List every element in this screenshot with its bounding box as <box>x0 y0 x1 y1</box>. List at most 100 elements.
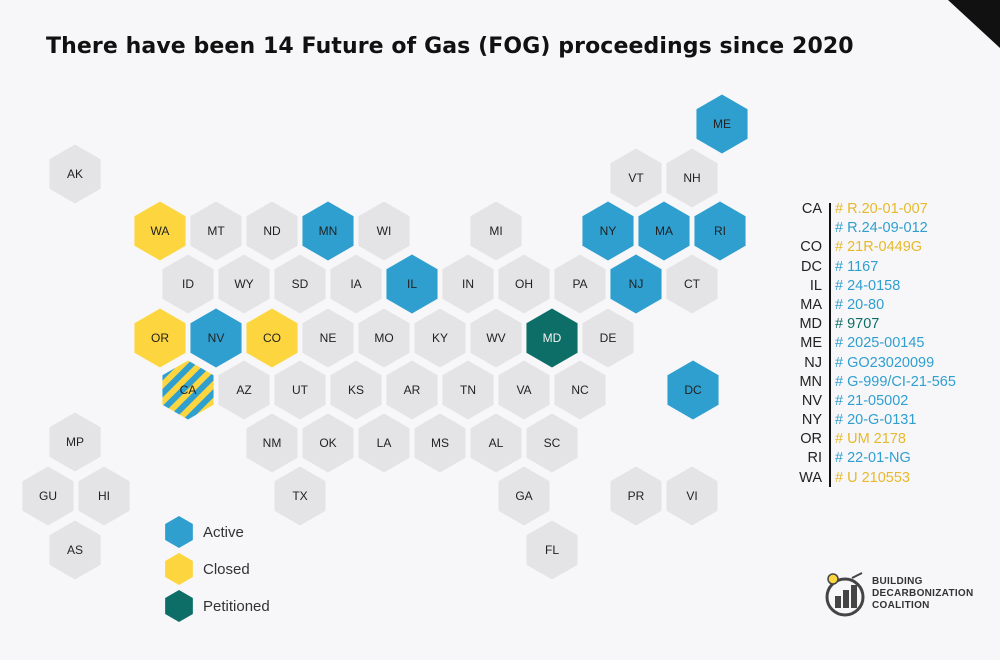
state-hex-pa: PA <box>554 254 606 314</box>
state-hex-shape <box>218 360 270 420</box>
state-hex-shape <box>470 413 522 473</box>
state-hex-shape <box>302 413 354 473</box>
state-hex-label: IL <box>407 277 417 291</box>
state-hex-label: NC <box>571 383 589 397</box>
state-hex-ks: KS <box>330 360 382 420</box>
proceedings-list: CA # R.20-01-007 # R.24-09-012 CO # 21R-0449… <box>770 200 1000 488</box>
state-hex-as: AS <box>49 520 101 580</box>
legend-swatch-petitioned <box>165 590 193 622</box>
proceeding-row: DC # 1167 <box>770 258 1000 277</box>
state-hex-shape <box>274 254 326 314</box>
state-hex-shape <box>190 201 242 261</box>
proceeding-row: MA # 20-80 <box>770 296 1000 315</box>
state-hex-ms: MS <box>414 413 466 473</box>
state-hex-nm: NM <box>246 413 298 473</box>
state-hex-ak: AK <box>49 144 101 204</box>
state-hex-ok: OK <box>302 413 354 473</box>
proceeding-docket-id: # GO23020099 <box>835 354 935 371</box>
state-hex-label: CO <box>263 331 281 345</box>
state-hex-label: AZ <box>236 383 251 397</box>
state-hex-shape <box>22 466 74 526</box>
state-hex-label: KY <box>432 331 448 345</box>
state-hex-label: CT <box>684 277 701 291</box>
state-hex-label: IN <box>462 277 474 291</box>
state-hex-ny: NY <box>582 201 634 261</box>
state-hex-dc: DC <box>667 360 719 420</box>
state-hex-shape <box>358 201 410 261</box>
state-hex-label: PR <box>628 489 645 503</box>
state-hex-shape <box>666 254 718 314</box>
state-hex-pr: PR <box>610 466 662 526</box>
state-hex-label: NE <box>320 331 337 345</box>
proceeding-state: NV <box>801 392 822 409</box>
proceeding-row: OR # UM 2178 <box>770 430 1000 449</box>
state-hex-nh: NH <box>666 148 718 208</box>
state-hex-ga: GA <box>498 466 550 526</box>
state-hex-ar: AR <box>386 360 438 420</box>
state-hex-shape <box>218 254 270 314</box>
legend-item-petitioned: Petitioned <box>165 590 270 622</box>
state-hex-shape <box>610 254 662 314</box>
state-hex-gu: GU <box>22 466 74 526</box>
map-legend: Active Closed Petitioned <box>165 516 270 622</box>
state-hex-label: AS <box>67 543 83 557</box>
state-hex-mn: MN <box>302 201 354 261</box>
state-hex-label: OR <box>151 331 169 345</box>
state-hex-md: MD <box>526 308 578 368</box>
state-hex-shape <box>358 308 410 368</box>
state-hex-label: MO <box>374 331 393 345</box>
state-hex-label: NM <box>263 436 282 450</box>
proceeding-docket-id: # 20-80 <box>835 296 885 313</box>
proceeding-docket-id: # U 210553 <box>835 469 910 486</box>
state-hex-label: OH <box>515 277 533 291</box>
proceeding-row: CO # 21R-0449G <box>770 238 1000 257</box>
state-hex-shape <box>582 201 634 261</box>
proceeding-state: DC <box>801 258 822 275</box>
organization-logo: BUILDING DECARBONIZATION COALITION <box>822 570 992 620</box>
building-decarbonization-logo-icon <box>825 572 865 617</box>
state-hex-label: MI <box>489 224 502 238</box>
state-hex-shape <box>554 360 606 420</box>
state-hex-shape <box>554 254 606 314</box>
proceeding-state: RI <box>807 450 823 467</box>
state-hex-label: WA <box>151 224 170 238</box>
proceeding-docket-id: # 2025-00145 <box>835 335 925 352</box>
state-hex-nv: NV <box>190 308 242 368</box>
state-hex-label: VA <box>516 383 531 397</box>
state-hex-shape <box>49 520 101 580</box>
state-hex-ia: IA <box>330 254 382 314</box>
state-hex-label: HI <box>98 489 110 503</box>
state-hex-shape <box>134 201 186 261</box>
state-hex-me: ME <box>696 94 748 154</box>
state-hex-shape <box>610 148 662 208</box>
state-hex-label: AL <box>489 436 504 450</box>
state-hex-nc: NC <box>554 360 606 420</box>
proceeding-row: MD # 9707 <box>770 315 1000 334</box>
state-hex-shape <box>610 466 662 526</box>
logo-line-3: COALITION <box>872 600 930 611</box>
state-hex-ca: CA <box>162 360 214 420</box>
state-hex-label: OK <box>319 436 336 450</box>
proceeding-docket-id: # 21R-0449G <box>835 239 923 256</box>
proceeding-docket-id: # G-999/CI-21-565 <box>835 373 956 390</box>
state-hex-mo: MO <box>358 308 410 368</box>
proceeding-row: # R.24-09-012 <box>770 219 1000 238</box>
state-hex-wa: WA <box>134 201 186 261</box>
state-hex-shape <box>667 360 719 420</box>
state-hex-shape <box>274 360 326 420</box>
proceeding-state: MN <box>799 373 822 390</box>
proceeding-state: ME <box>800 335 822 352</box>
logo-text: BUILDING DECARBONIZATION COALITION <box>872 576 974 612</box>
state-hex-shape <box>386 360 438 420</box>
state-hex-shape <box>442 360 494 420</box>
state-hex-shape <box>442 254 494 314</box>
state-hex-or: OR <box>134 308 186 368</box>
proceeding-docket-id: # 21-05002 <box>835 392 909 409</box>
proceeding-docket-id: # 24-0158 <box>835 277 901 294</box>
state-hex-label: TX <box>292 489 307 503</box>
state-hex-label: AR <box>404 383 421 397</box>
state-hex-vt: VT <box>610 148 662 208</box>
state-hex-label: MA <box>655 224 673 238</box>
state-hex-ut: UT <box>274 360 326 420</box>
